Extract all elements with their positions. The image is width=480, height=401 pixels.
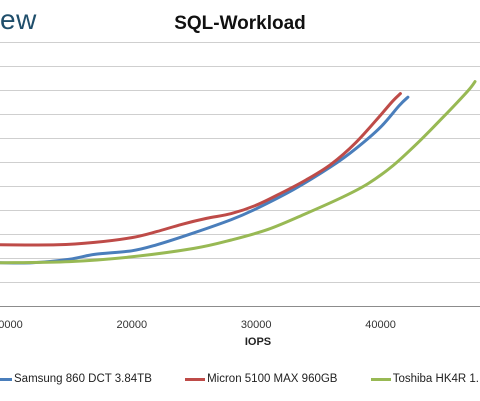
legend-swatch-samsung	[0, 377, 12, 381]
legend-label-toshiba: Toshiba HK4R 1.	[392, 373, 479, 385]
series-line-1	[0, 95, 410, 265]
legend-item-samsung: Samsung 860 DCT 3.84TB	[0, 373, 152, 385]
gridlines	[0, 42, 480, 307]
legend-swatch-toshiba	[370, 377, 391, 381]
legend: Samsung 860 DCT 3.84TB Micron 5100 MAX 9…	[0, 373, 480, 389]
x-tick-labels: 10000 20000 30000 40000	[0, 319, 396, 331]
chart-title: SQL-Workload	[174, 13, 306, 34]
x-tick-label: 10000	[0, 319, 23, 331]
series-line-2	[0, 92, 402, 247]
x-tick-label: 20000	[117, 319, 148, 331]
legend-label-samsung: Samsung 860 DCT 3.84TB	[14, 373, 152, 385]
x-axis-label: IOPS	[244, 336, 272, 348]
brand-logo-fragment: ew	[0, 4, 37, 35]
x-tick-label: 30000	[241, 319, 272, 331]
x-tick-label: 40000	[365, 319, 396, 331]
legend-item-toshiba: Toshiba HK4R 1.	[370, 373, 479, 385]
legend-item-micron: Micron 5100 MAX 960GB	[185, 373, 337, 385]
legend-swatch-micron	[185, 377, 206, 381]
series-line-3	[0, 80, 477, 265]
legend-label-micron: Micron 5100 MAX 960GB	[207, 373, 338, 385]
series-lines	[0, 80, 477, 265]
